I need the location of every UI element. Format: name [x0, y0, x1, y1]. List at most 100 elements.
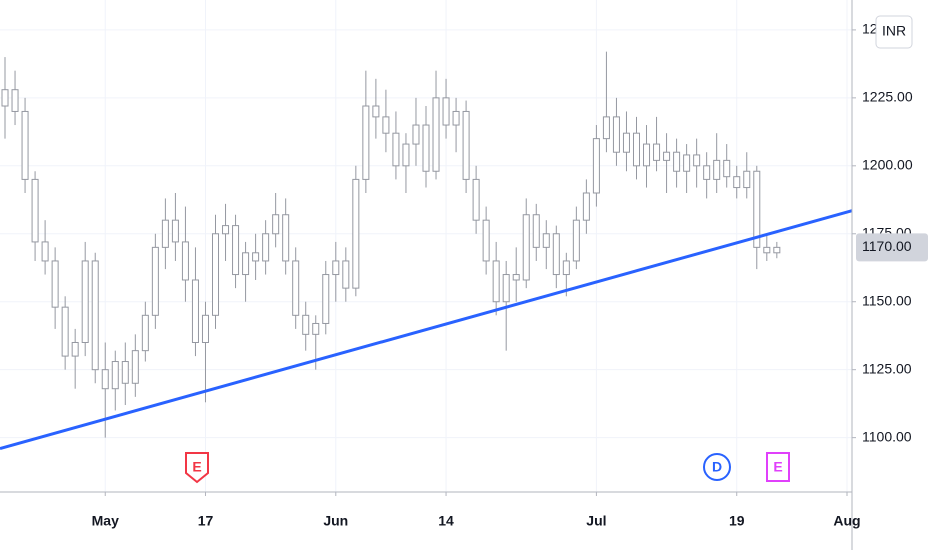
candle-body: [362, 105, 370, 180]
candle-body: [242, 252, 250, 276]
candle-body: [542, 233, 550, 248]
y-tick-label: 1150.00: [862, 292, 912, 308]
x-tick-label: May: [92, 513, 119, 529]
candle-body: [723, 159, 731, 178]
candle-body: [81, 260, 89, 343]
candle-body: [572, 219, 580, 262]
candle-body: [763, 246, 771, 254]
candle-body: [422, 124, 430, 172]
candle-body: [332, 260, 340, 276]
candle-body: [61, 306, 69, 357]
y-tick-label: 1125.00: [862, 360, 912, 376]
candle-body: [302, 314, 310, 335]
candle-body: [41, 241, 49, 262]
candle-body: [412, 124, 420, 145]
candle-body: [442, 97, 450, 126]
candle-body: [602, 116, 610, 140]
candle-body: [161, 219, 169, 248]
candle-body: [562, 260, 570, 276]
candle-body: [502, 274, 510, 303]
candle-body: [1, 89, 9, 107]
candle-body: [522, 214, 530, 281]
candle-body: [512, 274, 520, 281]
candle-body: [492, 260, 500, 303]
candle-body: [282, 214, 290, 262]
candle-body: [91, 260, 99, 371]
candle-body: [552, 233, 560, 276]
x-tick-label: Jul: [586, 513, 606, 529]
candle-body: [11, 89, 19, 112]
candle-body: [402, 143, 410, 167]
candle-body: [51, 260, 59, 308]
candle-body: [532, 214, 540, 248]
candle-body: [462, 110, 470, 180]
candle-body: [622, 132, 630, 153]
candle-body: [111, 361, 119, 390]
candle-body: [703, 165, 711, 180]
y-tick-label: 1200.00: [862, 157, 913, 173]
candle-body: [322, 274, 330, 324]
candle-body: [663, 151, 671, 161]
last-price-label: 1170.00: [862, 238, 912, 254]
candle-body: [151, 246, 159, 316]
event-label: E: [192, 459, 201, 475]
candle-body: [432, 97, 440, 172]
candle-body: [131, 350, 139, 384]
candle-body: [31, 178, 39, 243]
candle-body: [232, 225, 240, 276]
candle-body: [382, 116, 390, 134]
candle-body: [643, 143, 651, 167]
candle-body: [673, 151, 681, 172]
candle-body: [21, 110, 29, 180]
y-tick-label: 1225.00: [862, 89, 913, 105]
candle-body: [211, 233, 220, 316]
candle-body: [733, 176, 741, 189]
candle-body: [653, 143, 661, 161]
candle-body: [141, 314, 149, 352]
candle-body: [312, 322, 320, 335]
candle-body: [392, 132, 400, 167]
y-tick-label: 1100.00: [862, 428, 912, 444]
x-tick-label: 14: [438, 513, 454, 529]
trend-line: [0, 209, 853, 450]
candle-body: [713, 159, 721, 180]
event-label: D: [712, 459, 722, 475]
candle-body: [342, 260, 350, 289]
candle-body: [272, 214, 280, 235]
candle-body: [262, 233, 270, 262]
candle-body: [743, 170, 751, 189]
candle-body: [773, 246, 781, 254]
candle-body: [252, 252, 260, 262]
last-price-tag: [856, 233, 928, 262]
candle-body: [612, 116, 620, 153]
candle-body: [292, 260, 300, 316]
candle-body: [693, 154, 701, 167]
currency-box: [875, 15, 913, 49]
candle-body: [71, 341, 79, 357]
candle-body: [592, 138, 600, 194]
candle-body: [201, 314, 209, 343]
candle-body: [222, 225, 230, 235]
candle-body: [582, 192, 590, 221]
x-tick-label: Aug: [833, 513, 860, 529]
event-marker: [703, 453, 731, 481]
event-marker: [185, 452, 209, 484]
x-tick-label: 19: [729, 513, 745, 529]
candle-body: [753, 170, 761, 248]
event-marker: [766, 452, 790, 482]
x-tick-label: 17: [198, 513, 214, 529]
currency-label: INR: [882, 23, 906, 39]
candle-body: [372, 105, 380, 118]
candle-body: [191, 279, 199, 343]
candle-body: [121, 361, 129, 384]
candle-body: [482, 219, 490, 262]
x-tick-label: Jun: [323, 513, 348, 529]
candle-body: [171, 219, 179, 243]
candle-body: [101, 369, 109, 390]
candle-body: [452, 110, 460, 126]
candle-body: [352, 178, 360, 289]
